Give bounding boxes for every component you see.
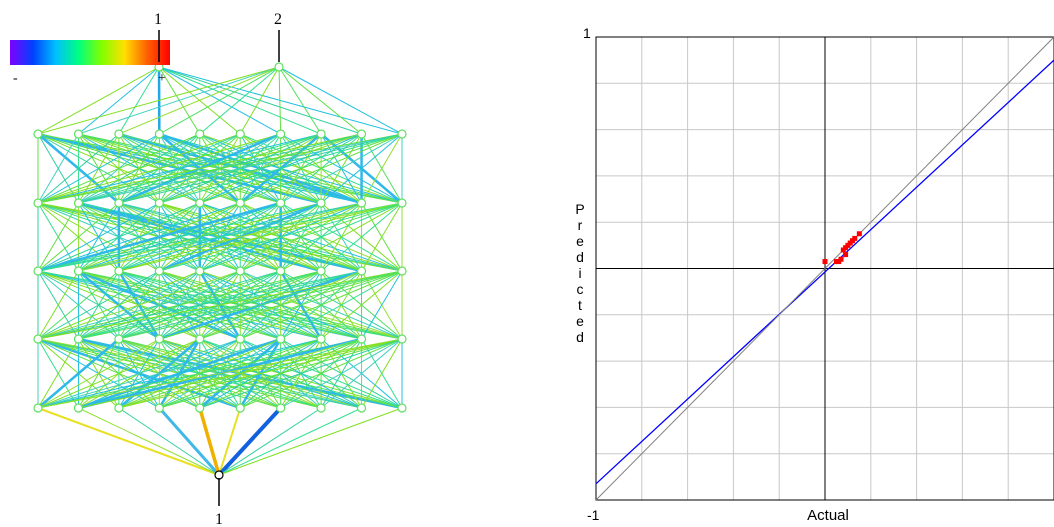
data-point bbox=[852, 236, 857, 241]
x-axis-label: Actual bbox=[807, 507, 849, 524]
x-tick-label-min: -1 bbox=[587, 507, 600, 523]
data-point bbox=[843, 252, 848, 257]
y-tick-label-max: 1 bbox=[583, 25, 591, 41]
data-point bbox=[857, 231, 862, 236]
chart-points bbox=[823, 231, 862, 264]
data-point bbox=[823, 259, 828, 264]
data-point bbox=[836, 259, 841, 264]
